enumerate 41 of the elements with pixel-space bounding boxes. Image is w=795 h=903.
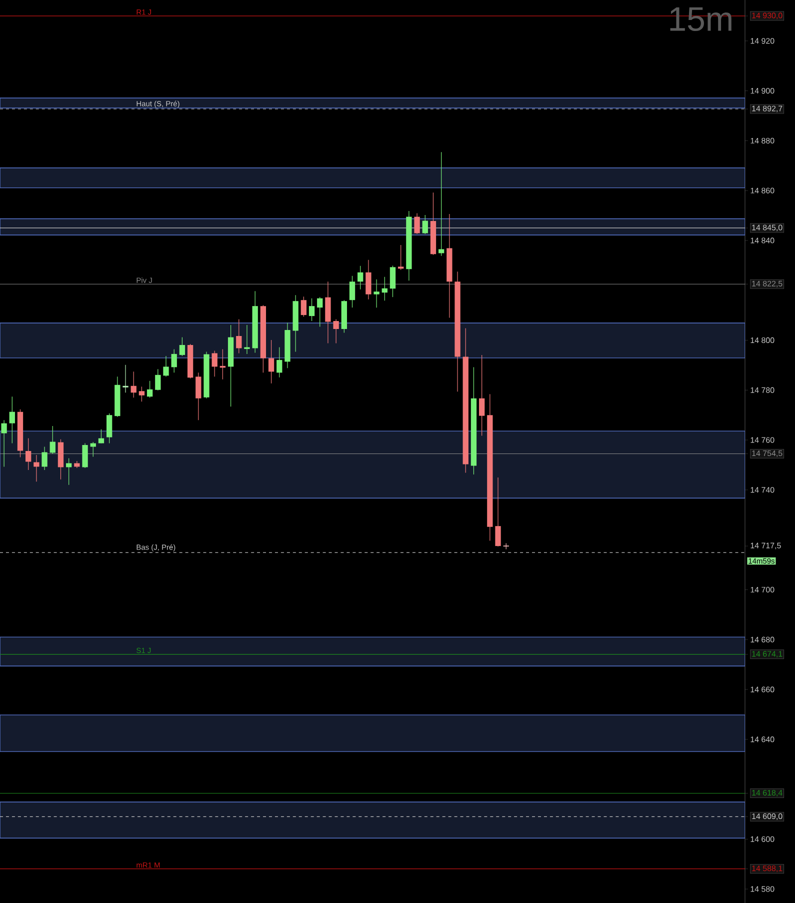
candlestick (9, 396, 15, 444)
candlestick (171, 348, 177, 373)
candlestick (244, 324, 250, 354)
candlestick (308, 298, 315, 322)
candlestick (236, 318, 242, 354)
candlestick (50, 426, 56, 454)
candlestick (26, 438, 32, 470)
candlestick (122, 364, 128, 393)
candlestick (276, 346, 282, 378)
candlestick (155, 368, 161, 391)
candlestick (138, 386, 145, 402)
candlestick (82, 442, 88, 468)
candlestick (414, 212, 420, 234)
candlestick (358, 266, 364, 290)
candlestick (366, 260, 372, 300)
candlestick (179, 336, 186, 356)
candlestick (130, 371, 136, 398)
candlestick (317, 296, 323, 328)
candlestick (212, 350, 218, 377)
candlestick (106, 413, 112, 444)
candlestick (98, 428, 104, 444)
candlestick (495, 477, 501, 547)
candlestick (333, 318, 339, 344)
candlestick (390, 265, 396, 298)
candlestick (1, 420, 7, 468)
candlestick (300, 296, 306, 318)
candlestick (268, 340, 274, 384)
candlestick (34, 454, 40, 482)
candlestick (42, 446, 48, 470)
candlestick (422, 214, 428, 234)
candlestick (163, 356, 169, 377)
candlestick (66, 458, 72, 486)
candlestick (478, 354, 485, 436)
candlestick (196, 372, 202, 420)
candlestick (398, 244, 404, 270)
candlestick (349, 276, 356, 308)
candlestick (90, 442, 96, 458)
candlestick (146, 380, 153, 398)
candlestick (382, 276, 388, 301)
candlestick (438, 152, 444, 256)
candlestick (374, 279, 380, 308)
